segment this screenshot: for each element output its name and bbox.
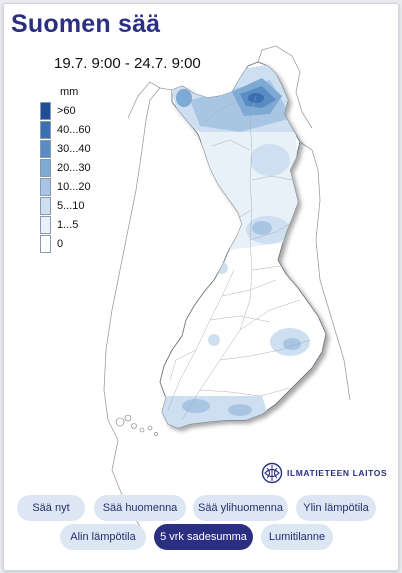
fmi-logo[interactable]: ILMATIETEEN LAITOS xyxy=(261,462,387,484)
legend-item: 20...30 xyxy=(40,159,120,178)
logo-text: ILMATIETEEN LAITOS xyxy=(287,468,388,478)
legend-swatch xyxy=(40,159,51,177)
legend-swatch xyxy=(40,197,51,215)
button-saa-ylihuomenna[interactable]: Sää ylihuomenna xyxy=(193,495,288,521)
legend-swatch xyxy=(40,121,51,139)
fmi-logo-icon xyxy=(261,462,283,484)
legend-item: >60 xyxy=(40,102,120,121)
legend-swatch xyxy=(40,235,51,253)
button-5-vrk-sadesumma[interactable]: 5 vrk sadesumma xyxy=(154,524,253,550)
legend-item: 40...60 xyxy=(40,121,120,140)
legend-item: 30...40 xyxy=(40,140,120,159)
page-title: Suomen sää xyxy=(11,10,161,38)
button-saa-huomenna[interactable]: Sää huomenna xyxy=(94,495,186,521)
neighbour-borders xyxy=(103,45,351,531)
forecast-period: 19.7. 9:00 - 24.7. 9:00 xyxy=(54,55,201,72)
road-network xyxy=(167,95,311,421)
legend-item: 0 xyxy=(40,235,120,254)
button-lumitilanne[interactable]: Lumitilanne xyxy=(261,524,333,550)
legend-label: 40...60 xyxy=(57,124,91,136)
legend-item: 5...10 xyxy=(40,197,120,216)
button-alin-lampotila[interactable]: Alin lämpötila xyxy=(60,524,146,550)
aland-islands xyxy=(115,414,158,436)
legend-label: 30...40 xyxy=(57,143,91,155)
legend-label: 10...20 xyxy=(57,181,91,193)
legend-label: 0 xyxy=(57,238,64,250)
legend-label: 20...30 xyxy=(57,162,91,174)
legend-label: 1...5 xyxy=(57,219,79,231)
button-ylin-lampotila[interactable]: Ylin lämpötila xyxy=(296,495,376,521)
legend-swatch xyxy=(40,216,51,234)
legend-label: >60 xyxy=(57,105,76,117)
legend-swatch xyxy=(40,178,51,196)
legend-label: 5...10 xyxy=(57,200,85,212)
legend-swatch xyxy=(40,140,51,158)
legend-item: 1...5 xyxy=(40,216,120,235)
button-saa-nyt[interactable]: Sää nyt xyxy=(17,495,85,521)
legend-unit: mm xyxy=(60,86,79,98)
legend-item: 10...20 xyxy=(40,178,120,197)
legend-swatch xyxy=(40,102,51,120)
